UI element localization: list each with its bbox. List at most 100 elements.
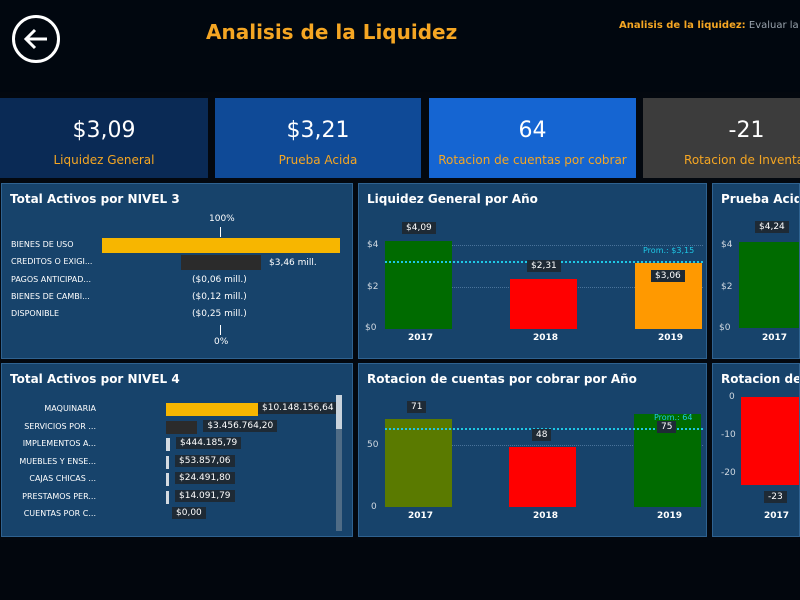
x-tick: 2018 [533, 333, 559, 343]
bar-2017[interactable] [739, 242, 799, 328]
nivel4-value: $53.857,06 [175, 454, 235, 467]
panel-rotacion-cuentas-por-anio: Rotacion de cuentas por cobrar por Año 5… [358, 363, 707, 537]
page-title: Analisis de la Liquidez [206, 20, 458, 44]
nivel4-row-label: PRESTAMOS PER... [22, 491, 96, 501]
nivel4-bar[interactable] [166, 403, 258, 416]
y-tick: 0 [729, 392, 735, 402]
panel-title: Liquidez General por Año [367, 192, 538, 206]
nivel3-row-label: PAGOS ANTICIPAD... [11, 275, 91, 284]
nivel4-value: $444.185,79 [176, 437, 242, 449]
y-tick: -10 [721, 430, 736, 440]
data-label: $3,06 [651, 270, 685, 282]
panel-title: Rotacion de cuentas por cobrar por Año [367, 372, 637, 386]
nivel3-row-label: CREDITOS O EXIGI... [11, 257, 93, 266]
scrollbar-thumb[interactable] [336, 395, 342, 429]
nivel3-value: ($0,12 mill.) [192, 292, 247, 302]
x-tick: 2019 [658, 333, 684, 343]
kpi-card-rotacion-inventario: -21 Rotacion de Inventar [643, 98, 800, 178]
y-tick: $4 [721, 240, 733, 250]
nivel4-value: $24.491,80 [175, 472, 235, 484]
funnel-top-tick [220, 227, 221, 237]
funnel-bottom-percent: 0% [214, 337, 229, 347]
funnel-bottom-tick [220, 325, 221, 335]
nivel3-bar-creditos[interactable] [181, 255, 261, 270]
nivel3-bar-bienes-de-uso[interactable] [102, 238, 340, 253]
kpi-value: $3,09 [72, 118, 136, 143]
nivel4-bar[interactable] [166, 438, 171, 451]
nivel4-row-label: IMPLEMENTOS A... [22, 439, 96, 448]
kpi-value: 64 [518, 118, 547, 143]
nivel4-bar[interactable] [166, 490, 169, 504]
nivel4-row-label: MAQUINARIA [44, 404, 96, 413]
x-tick: 2017 [764, 511, 790, 521]
kpi-card-rotacion-cuentas: 64 Rotacion de cuentas por cobrar [429, 98, 636, 178]
data-label: 75 [657, 421, 677, 433]
nivel4-value: $0,00 [172, 507, 206, 519]
bar-2017[interactable] [741, 397, 799, 485]
bar-2018[interactable] [510, 279, 577, 329]
bar-2017[interactable] [385, 418, 452, 507]
grid-line [385, 445, 703, 446]
scrollbar-track[interactable] [336, 395, 342, 531]
average-label: Prom.: $3,15 [643, 246, 695, 255]
bar-2017[interactable] [385, 241, 452, 329]
x-tick: 2017 [762, 333, 788, 343]
panel-title: Rotacion de In [721, 372, 800, 386]
kpi-label: Rotacion de Inventar [684, 153, 800, 167]
panel-title: Prueba Acida por [721, 192, 799, 206]
nivel4-bar[interactable] [166, 455, 169, 469]
y-tick: 0 [371, 502, 377, 512]
kpi-value: -21 [728, 118, 765, 143]
nivel4-value: $14.091,79 [175, 489, 235, 502]
subtitle-text: Evaluar la capa [748, 20, 800, 31]
panel-rotacion-inventario-por-anio: Rotacion de In 0 -10 -20 -23 2017 [712, 363, 800, 537]
panel-title: Total Activos por NIVEL 4 [10, 372, 180, 386]
nivel4-row-label: MUEBLES Y ENSE... [19, 456, 96, 466]
nivel4-value: $3.456.764,20 [203, 419, 278, 432]
x-tick: 2018 [533, 511, 559, 521]
nivel4-value: $10.148.156,64 [258, 402, 338, 414]
x-tick: 2019 [657, 511, 683, 521]
data-label: 48 [532, 429, 552, 441]
data-label: $4,24 [755, 221, 789, 233]
nivel3-value: $3,46 mill. [269, 258, 317, 268]
x-tick: 2017 [408, 511, 434, 521]
y-tick: $0 [719, 323, 731, 333]
nivel3-row-label: DISPONIBLE [11, 309, 60, 318]
nivel4-row-label: CAJAS CHICAS ... [29, 474, 96, 483]
back-button[interactable] [12, 15, 60, 63]
kpi-label: Rotacion de cuentas por cobrar [438, 153, 627, 167]
grid-line [385, 245, 703, 246]
nivel3-row-label: BIENES DE USO [11, 240, 74, 249]
bar-2018[interactable] [509, 447, 576, 507]
y-tick: 50 [367, 440, 379, 450]
subtitle-label: Analisis de la liquidez: [619, 20, 746, 31]
nivel3-row-label: BIENES DE CAMBI... [11, 292, 90, 301]
x-tick: 2017 [408, 333, 434, 343]
funnel-top-percent: 100% [209, 214, 235, 224]
header: Analisis de la Liquidez Analisis de la l… [0, 0, 800, 92]
data-label: -23 [764, 491, 787, 503]
page-subtitle: Analisis de la liquidez: Evaluar la capa [619, 20, 800, 31]
kpi-card-prueba-acida: $3,21 Prueba Acida [215, 98, 421, 178]
nivel4-row-label: CUENTAS POR C... [23, 509, 96, 518]
kpi-value: $3,21 [286, 118, 350, 143]
kpi-label: Prueba Acida [278, 153, 358, 167]
footer-area [0, 540, 800, 600]
nivel4-row-label: SERVICIOS POR ... [24, 421, 96, 431]
panel-liquidez-por-anio: Liquidez General por Año $4 $2 $0 Prom.:… [358, 183, 707, 359]
nivel3-value: ($0,06 mill.) [192, 275, 247, 285]
average-line [385, 427, 703, 430]
nivel3-value: ($0,25 mill.) [192, 309, 247, 319]
panel-activos-nivel3: Total Activos por NIVEL 3 100% BIENES DE… [1, 183, 353, 359]
y-tick: $0 [365, 323, 377, 333]
nivel4-bar[interactable] [166, 420, 198, 434]
panel-title: Total Activos por NIVEL 3 [10, 192, 180, 206]
nivel4-bar[interactable] [166, 473, 169, 486]
data-label: $2,31 [527, 260, 561, 272]
panel-activos-nivel4: Total Activos por NIVEL 4 MAQUINARIA $10.… [1, 363, 353, 537]
y-tick: -20 [721, 468, 736, 478]
kpi-label: Liquidez General [53, 153, 155, 167]
data-label: $4,09 [402, 222, 436, 234]
